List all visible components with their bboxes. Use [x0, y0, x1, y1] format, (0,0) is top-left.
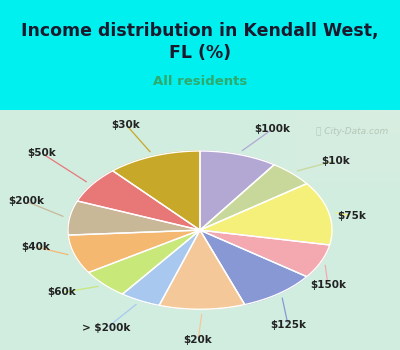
Text: $100k: $100k: [254, 125, 290, 134]
Text: All residents: All residents: [153, 75, 247, 88]
Bar: [227, 110, 400, 214]
Text: $75k: $75k: [338, 211, 366, 221]
Text: $60k: $60k: [48, 287, 76, 298]
Bar: [173, 110, 400, 246]
Bar: [347, 110, 400, 142]
Text: $10k: $10k: [322, 156, 350, 166]
Bar: [93, 110, 400, 294]
Bar: [253, 110, 400, 198]
Text: $30k: $30k: [112, 120, 140, 130]
Polygon shape: [200, 151, 274, 230]
Polygon shape: [77, 171, 200, 230]
Bar: [333, 110, 400, 150]
Bar: [133, 110, 400, 270]
Text: Income distribution in Kendall West,
FL (%): Income distribution in Kendall West, FL …: [21, 22, 379, 62]
Bar: [307, 110, 400, 166]
Bar: [280, 110, 400, 182]
Polygon shape: [122, 230, 200, 305]
Bar: [240, 110, 400, 206]
Bar: [267, 110, 400, 190]
Bar: [213, 110, 400, 222]
Bar: [53, 110, 400, 318]
Polygon shape: [113, 151, 200, 230]
Bar: [373, 110, 400, 126]
Bar: [360, 110, 400, 134]
Text: $50k: $50k: [28, 148, 56, 159]
Polygon shape: [200, 165, 307, 230]
Bar: [160, 110, 400, 254]
Polygon shape: [200, 230, 330, 276]
Bar: [387, 110, 400, 118]
Bar: [293, 110, 400, 174]
Polygon shape: [200, 230, 307, 304]
Bar: [187, 110, 400, 238]
Bar: [107, 110, 400, 286]
Polygon shape: [200, 184, 332, 245]
Bar: [80, 110, 400, 302]
Bar: [147, 110, 400, 262]
Bar: [67, 110, 400, 310]
Text: $20k: $20k: [184, 335, 212, 345]
Bar: [200, 110, 400, 230]
Polygon shape: [159, 230, 245, 309]
Bar: [320, 110, 400, 158]
Polygon shape: [68, 230, 200, 273]
Polygon shape: [88, 230, 200, 294]
Bar: [120, 110, 400, 278]
Polygon shape: [68, 201, 200, 235]
Text: $200k: $200k: [8, 196, 44, 206]
Text: ⓘ City-Data.com: ⓘ City-Data.com: [316, 127, 388, 136]
Text: $150k: $150k: [310, 280, 346, 290]
Text: $125k: $125k: [270, 320, 306, 330]
Text: $40k: $40k: [22, 242, 50, 252]
Text: > $200k: > $200k: [82, 323, 130, 334]
